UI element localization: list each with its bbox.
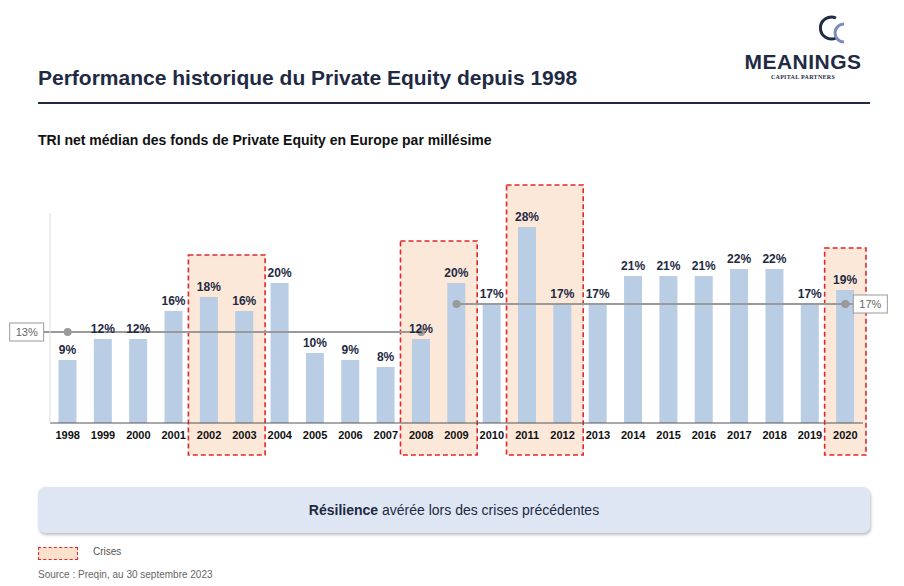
svg-text:12%: 12% xyxy=(409,322,433,336)
svg-text:21%: 21% xyxy=(656,259,680,273)
svg-text:9%: 9% xyxy=(342,343,360,357)
svg-text:2008: 2008 xyxy=(409,429,433,441)
svg-text:22%: 22% xyxy=(727,252,751,266)
svg-text:2000: 2000 xyxy=(126,429,150,441)
html-text:Performance historique du Priv: Performance historique du Private Equity… xyxy=(38,66,578,89)
html-text:Crises: Crises xyxy=(93,546,122,557)
svg-text:2019: 2019 xyxy=(798,429,822,441)
svg-text:17%: 17% xyxy=(480,287,504,301)
svg-text:22%: 22% xyxy=(762,252,786,266)
svg-text:10%: 10% xyxy=(303,336,327,350)
svg-text:28%: 28% xyxy=(515,210,539,224)
svg-text:18%: 18% xyxy=(197,280,221,294)
html-text:CAPITAL PARTNERS: CAPITAL PARTNERS xyxy=(770,74,836,80)
svg-text:12%: 12% xyxy=(91,322,115,336)
svg-text:13%: 13% xyxy=(16,326,38,338)
svg-text:2009: 2009 xyxy=(444,429,468,441)
svg-text:2007: 2007 xyxy=(374,429,398,441)
svg-text:12%: 12% xyxy=(126,322,150,336)
svg-text:19%: 19% xyxy=(833,273,857,287)
svg-text:17%: 17% xyxy=(859,298,881,310)
svg-text:2005: 2005 xyxy=(303,429,327,441)
html-text:Résilience avérée lors des cri: Résilience avérée lors des crises précéd… xyxy=(308,502,600,518)
html-text:TRI net médian des fonds de Pr: TRI net médian des fonds de Private Equi… xyxy=(38,132,492,148)
svg-text:8%: 8% xyxy=(377,350,395,364)
svg-text:20%: 20% xyxy=(444,266,468,280)
svg-text:16%: 16% xyxy=(162,294,186,308)
svg-text:2020: 2020 xyxy=(833,429,857,441)
svg-text:2006: 2006 xyxy=(338,429,362,441)
svg-text:21%: 21% xyxy=(692,259,716,273)
svg-text:2014: 2014 xyxy=(621,429,646,441)
svg-text:2018: 2018 xyxy=(762,429,786,441)
svg-text:1999: 1999 xyxy=(91,429,115,441)
svg-text:21%: 21% xyxy=(621,259,645,273)
svg-text:2002: 2002 xyxy=(197,429,221,441)
svg-text:2004: 2004 xyxy=(268,429,293,441)
svg-text:2012: 2012 xyxy=(550,429,574,441)
svg-text:2010: 2010 xyxy=(480,429,504,441)
svg-text:2011: 2011 xyxy=(515,429,539,441)
svg-text:9%: 9% xyxy=(59,343,77,357)
svg-text:1998: 1998 xyxy=(55,429,79,441)
html-text:Source : Preqin, au 30 septemb: Source : Preqin, au 30 septembre 2023 xyxy=(38,569,213,580)
svg-text:20%: 20% xyxy=(268,266,292,280)
svg-text:2013: 2013 xyxy=(586,429,610,441)
svg-text:17%: 17% xyxy=(586,287,610,301)
svg-text:2015: 2015 xyxy=(656,429,680,441)
svg-text:2016: 2016 xyxy=(692,429,716,441)
svg-text:2001: 2001 xyxy=(161,429,185,441)
html-text:MEANINGS: MEANINGS xyxy=(744,50,862,73)
svg-text:2003: 2003 xyxy=(232,429,256,441)
svg-text:16%: 16% xyxy=(232,294,256,308)
svg-text:17%: 17% xyxy=(798,287,822,301)
svg-text:2017: 2017 xyxy=(727,429,751,441)
svg-text:17%: 17% xyxy=(550,287,574,301)
